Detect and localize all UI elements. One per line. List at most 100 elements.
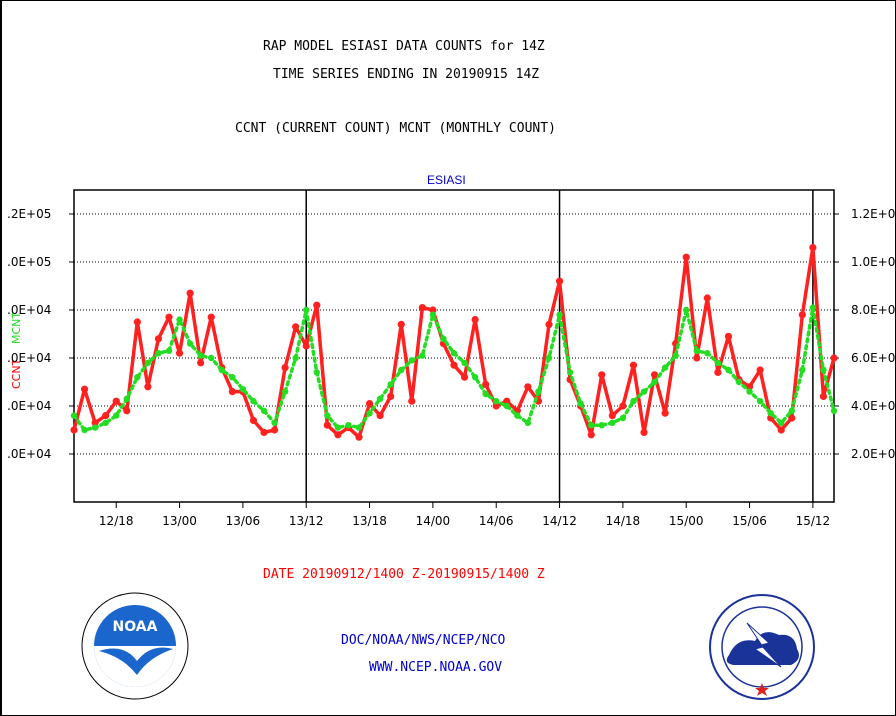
mcnt-point: [250, 398, 257, 405]
ccnt-point: [165, 313, 173, 321]
mcnt-point: [292, 354, 299, 362]
ccnt-point: [207, 313, 215, 321]
x-tick-label: 14/12: [542, 514, 577, 528]
mcnt-point: [714, 359, 722, 366]
mcnt-point: [324, 412, 331, 419]
mcnt-point: [144, 359, 152, 366]
ccnt-point: [323, 421, 331, 429]
ccnt-point: [482, 380, 490, 388]
right-tick-label: 8.0E+0: [851, 303, 895, 317]
x-tick-label: 14/00: [416, 514, 451, 528]
mcnt-point: [493, 398, 500, 405]
mcnt-point: [630, 398, 637, 405]
ccnt-point: [133, 318, 141, 326]
ccnt-point: [756, 366, 764, 374]
noaa-logo-icon: NOAA: [81, 592, 189, 700]
mcnt-point: [429, 311, 437, 318]
x-tick-label: 14/06: [479, 514, 514, 528]
ccnt-point: [788, 414, 796, 422]
mcnt-point: [155, 350, 162, 357]
mcnt-point: [524, 419, 532, 426]
mcnt-point: [218, 366, 225, 374]
ccnt-point: [144, 383, 152, 391]
ccnt-point: [450, 361, 458, 369]
left-tick-label: .0E+04: [7, 303, 51, 317]
mcnt-point: [91, 424, 99, 431]
ccnt-point: [376, 412, 384, 420]
ccnt-point: [70, 426, 78, 434]
mcnt-point: [165, 347, 173, 354]
ccnt-point: [281, 364, 289, 372]
x-tick-label: 14/18: [606, 514, 641, 528]
mcnt-point: [102, 419, 109, 426]
mcnt-point: [440, 335, 447, 342]
ccnt-point: [471, 316, 479, 324]
chart-title: RAP MODEL ESIASI DATA COUNTS for 14Z: [263, 39, 545, 54]
right-tick-label: 2.0E+0: [851, 447, 895, 461]
mcnt-point: [598, 422, 605, 429]
ccnt-point: [745, 383, 754, 391]
mcnt-point: [809, 304, 817, 311]
ccnt-point: [249, 416, 258, 424]
x-tick-label: 13/12: [289, 514, 324, 528]
mcnt-point: [545, 354, 553, 362]
right-tick-label: 4.0E+0: [851, 399, 895, 413]
mcnt-point: [70, 412, 78, 419]
mcnt-point: [408, 357, 415, 364]
ccnt-point: [313, 301, 321, 309]
ccnt-point: [80, 385, 89, 393]
mcnt-point: [577, 400, 584, 407]
mcnt-point: [588, 422, 595, 429]
x-tick-label: 15/12: [796, 514, 831, 528]
mcnt-point: [778, 419, 785, 426]
ccnt-point: [650, 371, 659, 379]
ccnt-point: [555, 277, 564, 285]
ccnt-point: [228, 388, 236, 396]
left-tick-label: .2E+05: [7, 207, 51, 221]
ccnt-point: [197, 359, 205, 367]
ccnt-point: [175, 349, 184, 357]
ccnt-point: [809, 244, 817, 252]
ccnt-point: [112, 397, 120, 405]
ccnt-point: [355, 433, 363, 441]
mcnt-point: [640, 388, 648, 395]
mcnt-point: [239, 386, 247, 393]
left-tick-label: .0E+04: [7, 447, 51, 461]
chart-title-line2: TIME SERIES ENDING IN 20190915 14Z: [273, 67, 540, 82]
x-tick-label: 15/06: [732, 514, 767, 528]
ccnt-point: [492, 402, 500, 410]
ccnt-point: [302, 342, 310, 350]
mcnt-point: [461, 359, 468, 366]
credit-url[interactable]: WWW.NCEP.NOAA.GOV: [369, 660, 503, 675]
ccnt-point: [640, 428, 648, 436]
right-tick-label: 1.0E+0: [851, 255, 895, 269]
mcnt-point: [661, 364, 669, 371]
ccnt-point: [587, 431, 595, 439]
mcnt-point: [651, 378, 658, 386]
mcnt-point: [345, 422, 352, 429]
mcnt-point: [376, 395, 384, 402]
credit-org: DOC/NOAA/NWS/NCEP/NCO: [341, 633, 506, 648]
ccnt-point: [365, 400, 374, 408]
mcnt-point: [398, 366, 405, 374]
mcnt-point: [281, 388, 289, 395]
ccnt-point: [798, 311, 806, 319]
ccnt-point: [102, 412, 110, 420]
ccnt-point: [629, 361, 638, 369]
mcnt-point: [334, 424, 342, 431]
mcnt-point: [503, 402, 510, 410]
x-tick-label: 12/18: [99, 514, 134, 528]
mcnt-point: [566, 369, 574, 376]
mcnt-point: [229, 374, 236, 381]
mcnt-point: [735, 378, 743, 386]
mcnt-point: [535, 388, 542, 395]
left-tick-label: .0E+04: [7, 399, 51, 413]
ccnt-point: [270, 426, 279, 434]
left-tick-label: .0E+05: [7, 255, 51, 269]
ccnt-point: [429, 306, 437, 314]
noaa-logo-text: NOAA: [113, 619, 158, 635]
mcnt-point: [756, 398, 764, 405]
mcnt-point: [830, 407, 838, 414]
